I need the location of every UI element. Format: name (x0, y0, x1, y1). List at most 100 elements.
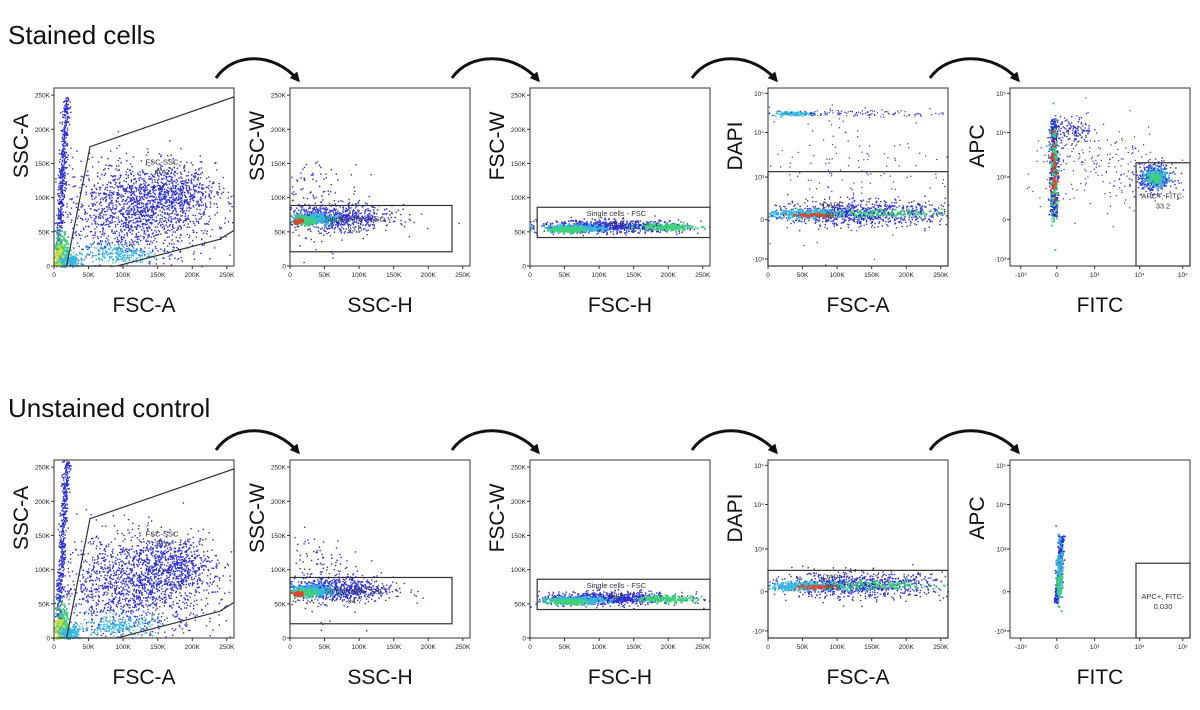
y-tick-label: 0 (46, 264, 50, 271)
y-axis-label: DAPI (724, 493, 747, 542)
y-tick-label: 150K (35, 161, 51, 168)
x-tick-label: 50K (83, 272, 95, 279)
plot-frame (289, 87, 471, 267)
x-axis-label: FSC-A (827, 294, 890, 317)
scatter-points (290, 526, 424, 632)
y-axis-label: SSC-A (10, 114, 33, 178)
x-tick-label: 100K (352, 644, 368, 651)
gating-arrow (690, 429, 778, 455)
x-tick-label: 200K (421, 272, 437, 279)
gate-polygon (65, 468, 235, 639)
x-tick-label: 250K (455, 272, 471, 279)
y-axis-label: APC (966, 496, 989, 539)
y-tick-label: 0 (1002, 589, 1006, 596)
scatter-points (53, 460, 235, 641)
gate-name: APC+, FITC- (1141, 191, 1185, 200)
y-tick-label: 10⁵ (996, 463, 1006, 470)
gate-polygon (65, 96, 235, 267)
y-tick-label: 100K (271, 567, 287, 574)
y-tick-label: 250K (511, 465, 527, 472)
x-axis-label: FITC (1077, 666, 1124, 689)
y-tick-label: 0 (522, 264, 526, 271)
scatter-points (768, 104, 950, 266)
y-tick-label: 0 (282, 636, 286, 643)
x-tick-label: 0 (52, 644, 56, 651)
x-tick-label: 200K (421, 644, 437, 651)
x-axis-label: SSC-H (347, 294, 412, 317)
y-tick-label: 10⁴ (996, 502, 1006, 509)
x-tick-label: 250K (695, 644, 711, 651)
plot-frame (529, 87, 711, 267)
y-tick-label: 100K (35, 567, 51, 574)
x-axis-label: FITC (1077, 294, 1124, 317)
x-tick-label: 200K (661, 272, 677, 279)
x-tick-label: 250K (219, 272, 235, 279)
y-tick-label: 0 (760, 217, 764, 224)
gate-name: Single cells - FSC (587, 209, 647, 218)
x-tick-label: 200K (899, 644, 915, 651)
row-title-unstained: Unstained control (8, 393, 210, 423)
plot-panel: APC+, FITC-0.030 -10³ 0 10³ 10⁴ 10⁵ -10³ 0 10³ 10… (966, 459, 1191, 689)
y-axis-label: SSC-A (10, 486, 33, 550)
y-tick-label: 200K (35, 499, 51, 506)
gate-rectangle (289, 576, 453, 625)
x-tick-label: 100K (830, 644, 846, 651)
gate-name: DAPI- (823, 572, 844, 581)
y-tick-label: 100K (511, 567, 527, 574)
y-tick-label: 250K (35, 465, 51, 472)
gating-arrow (928, 57, 1020, 83)
plot-panel: APC+, FITC-33.2 -10³ 0 10³ 10⁴ 10⁵ -10³ 0 10³ 10⁴… (966, 87, 1191, 317)
x-tick-label: 100K (592, 272, 608, 279)
x-tick-label: 250K (455, 644, 471, 651)
scatter-points (1053, 524, 1066, 613)
x-tick-label: 0 (288, 272, 292, 279)
gate-value: 40.2 (155, 168, 170, 177)
gate-value: 92.7 (825, 210, 840, 219)
y-tick-label: 50K (274, 229, 286, 236)
y-tick-label: 10⁵ (754, 463, 764, 470)
plot-panel: DAPI-99.9 0 50K 100K 150K 200K 250K -10³ 0 10³ 10⁴… (724, 459, 949, 689)
gating-arrow (450, 429, 540, 455)
y-tick-label: 10⁴ (996, 130, 1006, 137)
x-tick-label: 150K (864, 644, 880, 651)
x-tick-label: 10⁴ (1135, 272, 1145, 279)
gate-rectangle (289, 204, 453, 253)
scatter-points (1026, 97, 1185, 252)
gate-rectangle (767, 171, 949, 267)
y-tick-label: 150K (271, 161, 287, 168)
scatter-points (530, 587, 711, 610)
gate-rectangle (536, 578, 711, 611)
gate-rectangle (536, 206, 711, 239)
gate-name: APC+, FITC- (1141, 592, 1185, 601)
x-tick-label: 50K (559, 644, 571, 651)
x-axis-label: SSC-H (347, 666, 412, 689)
arrows-layer (214, 57, 1020, 455)
x-tick-label: 150K (150, 272, 166, 279)
y-tick-label: 200K (511, 127, 527, 134)
x-tick-label: 0 (1055, 272, 1059, 279)
y-tick-label: 150K (511, 533, 527, 540)
gate-name: DAPI- (823, 200, 844, 209)
x-tick-label: 50K (83, 644, 95, 651)
x-tick-label: 100K (352, 272, 368, 279)
y-tick-label: 150K (35, 533, 51, 540)
gate-name: Single cells - SSC (325, 587, 386, 596)
y-tick-label: 200K (35, 127, 51, 134)
x-tick-label: 10⁵ (1178, 644, 1188, 651)
y-axis-label: SSC-W (246, 483, 269, 553)
x-tick-label: -10³ (1015, 644, 1027, 651)
x-tick-label: 0 (766, 644, 770, 651)
x-tick-label: 200K (185, 272, 201, 279)
y-axis-label: FSC-W (486, 483, 509, 552)
y-tick-label: -10³ (752, 256, 764, 263)
y-tick-label: 50K (514, 229, 526, 236)
y-tick-label: -10³ (752, 628, 764, 635)
x-tick-label: 0 (528, 272, 532, 279)
x-tick-label: 200K (899, 272, 915, 279)
y-tick-label: 10⁴ (754, 502, 764, 509)
y-axis-label: DAPI (724, 121, 747, 170)
